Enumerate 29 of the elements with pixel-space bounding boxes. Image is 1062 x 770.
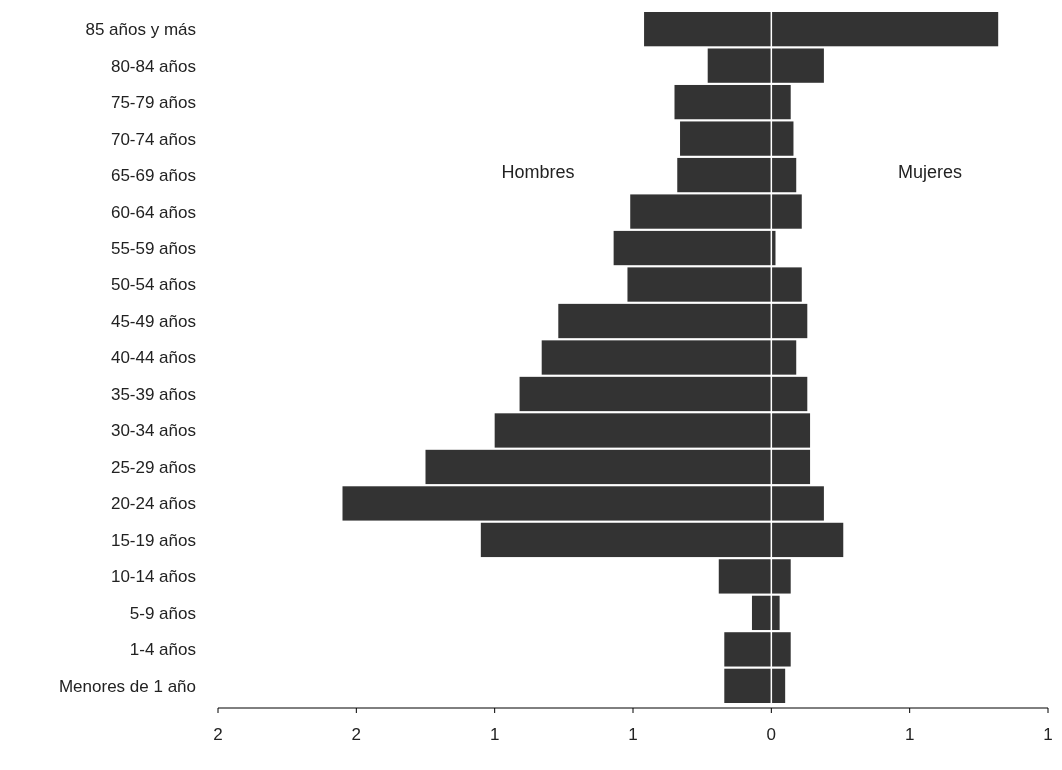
y-tick-label: 55-59 años xyxy=(110,239,196,258)
x-tick-label: 1 xyxy=(628,725,638,744)
y-tick-label: 70-74 años xyxy=(110,129,196,149)
y-tick-label: 25-29 años xyxy=(110,457,196,477)
annotation: Mujeres xyxy=(897,162,963,182)
y-tick-label: 35-39 años xyxy=(110,384,196,404)
y-tick-label: 60-64 años xyxy=(110,202,196,222)
x-tick-label: 1 xyxy=(489,725,500,744)
y-tick-label: 10-14 años xyxy=(110,567,196,587)
y-tick-label: 75-79 años xyxy=(110,93,196,113)
y-tick-label: 1-4 años xyxy=(129,640,196,660)
x-tick-label: 2 xyxy=(351,725,362,744)
x-tick-label: 2 xyxy=(213,725,223,744)
y-tick-label: 65-69 años xyxy=(110,166,196,186)
y-tick-label: 5-9 años xyxy=(129,603,196,623)
y-tick-label: 40-44 años xyxy=(110,348,196,368)
y-tick-label: 80-84 años xyxy=(110,56,196,76)
bar xyxy=(613,230,772,266)
y-tick-label: 85 años y más xyxy=(85,20,196,40)
y-tick-label: 50-54 años xyxy=(110,275,196,295)
x-tick-label: 1 xyxy=(1043,725,1053,744)
y-tick-label: Menores de 1 año xyxy=(58,676,196,696)
y-tick-label: 45-49 años xyxy=(110,311,196,331)
annotation: Hombres xyxy=(501,162,575,182)
x-tick-label: 0 xyxy=(766,725,777,744)
x-tick-label: 1 xyxy=(904,725,915,744)
y-tick-label: 30-34 años xyxy=(110,421,196,441)
y-tick-label: 20-24 años xyxy=(110,494,196,514)
y-tick-label: 15-19 años xyxy=(110,530,196,550)
